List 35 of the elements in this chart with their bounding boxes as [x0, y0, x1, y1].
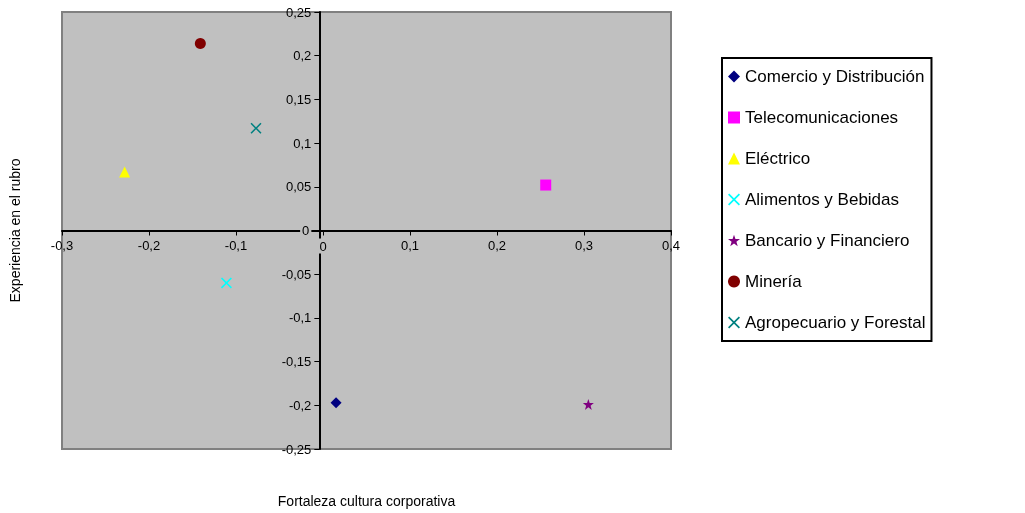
x-tick-label: -0,3: [50, 237, 74, 253]
x-tick-label: -0,2: [137, 237, 161, 253]
legend-label: Telecomunicaciones: [745, 108, 899, 127]
point: [194, 37, 206, 49]
y-tick-label: -0,25: [281, 441, 312, 457]
legend-label: Eléctrico: [745, 149, 811, 168]
y-tick-label: -0,05: [281, 266, 312, 282]
point: [220, 277, 232, 289]
legend-label: Bancario y Financiero: [745, 231, 910, 250]
point: [250, 122, 262, 134]
point: [540, 179, 552, 191]
legend-label: Alimentos y Bebidas: [745, 190, 900, 209]
legend-label: Comercio y Distribución: [745, 67, 925, 86]
x-tick-label: 0,2: [487, 237, 507, 253]
point: [330, 397, 342, 409]
x-tick-label: 0,4: [661, 237, 681, 253]
x-tick-label: -0,1: [224, 237, 248, 253]
x-axis-title: Fortaleza cultura corporativa: [277, 493, 456, 509]
point: [582, 398, 594, 410]
y-tick-label: -0,15: [281, 354, 312, 370]
y-axis-title: Experiencia en el rubro: [7, 158, 23, 303]
y-tick-label: 0,25: [286, 4, 312, 20]
y-tick-label: 0,15: [286, 91, 312, 107]
y-tick-label: 0,1: [293, 135, 312, 151]
x-tick-label: 0,3: [574, 237, 594, 253]
y-tick-label: 0,05: [286, 179, 312, 195]
x-tick-label: 0: [319, 238, 327, 254]
legend-label: Agropecuario y Forestal: [745, 313, 926, 332]
y-tick-label: -0,2: [288, 397, 312, 413]
x-tick-label: 0,1: [400, 237, 420, 253]
y-tick-label: -0,1: [288, 310, 312, 326]
legend-label: Minería: [745, 272, 803, 291]
point: [119, 166, 131, 178]
y-tick-label: 0: [302, 223, 310, 238]
y-tick-label: 0,2: [293, 48, 312, 64]
